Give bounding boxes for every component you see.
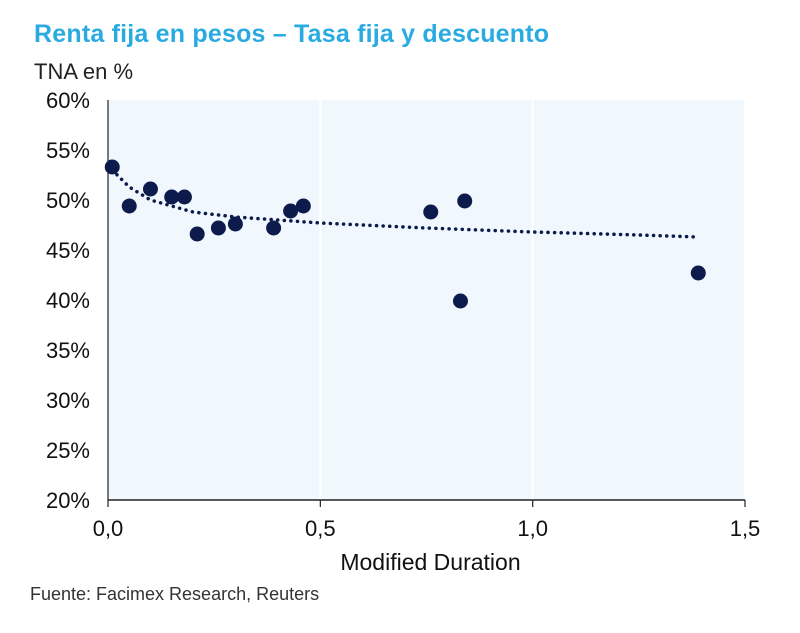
y-tick-label: 35% [46, 338, 90, 363]
source-note: Fuente: Facimex Research, Reuters [30, 584, 320, 604]
data-point [164, 189, 180, 205]
y-tick-label: 55% [46, 138, 90, 163]
data-point [104, 159, 120, 175]
x-axis-label: Modified Duration [340, 549, 520, 575]
data-point [457, 193, 473, 209]
y-tick-label: 40% [46, 288, 90, 313]
plot-area [108, 100, 745, 500]
data-point [210, 220, 226, 236]
x-tick-label: 0,5 [305, 516, 336, 541]
data-point [189, 226, 205, 242]
y-tick-label: 60% [46, 88, 90, 113]
y-tick-label: 50% [46, 188, 90, 213]
trendline [110, 168, 701, 239]
x-tick-label: 0,0 [93, 516, 124, 541]
data-point [423, 204, 439, 220]
y-tick-label: 25% [46, 438, 90, 463]
data-point [266, 220, 282, 236]
data-point [121, 198, 137, 214]
y-axis-unit-label: TNA en % [34, 59, 134, 84]
data-point [176, 189, 192, 205]
data-point [142, 181, 158, 197]
data-point [283, 203, 299, 219]
y-tick-label: 45% [46, 238, 90, 263]
data-point [690, 265, 706, 281]
data-point [452, 293, 468, 309]
y-tick-label: 30% [46, 388, 90, 413]
data-point [295, 198, 311, 214]
chart-title: Renta fija en pesos – Tasa fija y descue… [34, 20, 550, 48]
y-tick-label: 20% [46, 488, 90, 513]
x-tick-label: 1,0 [517, 516, 548, 541]
data-point [227, 216, 243, 232]
x-tick-label: 1,5 [730, 516, 761, 541]
